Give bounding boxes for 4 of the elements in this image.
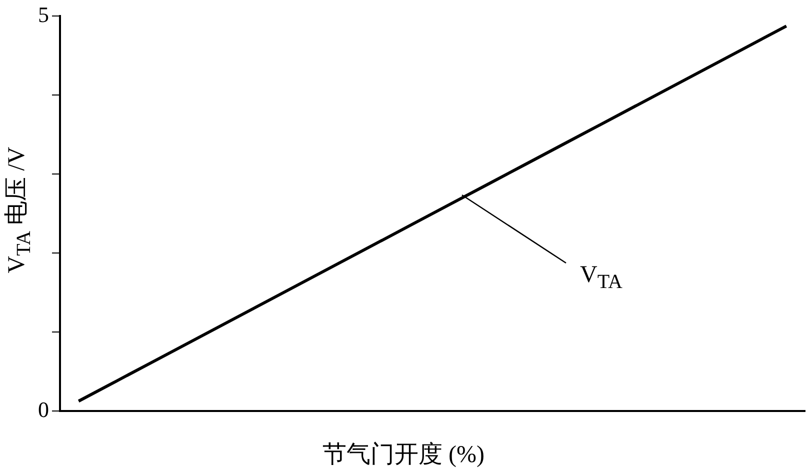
y-tick-label: 0 [38,396,49,422]
y-tick-label: 5 [38,2,49,27]
annotation: V$_{TA}$ [580,262,622,294]
x-axis-title: 节气门开度 (%) [322,440,486,470]
